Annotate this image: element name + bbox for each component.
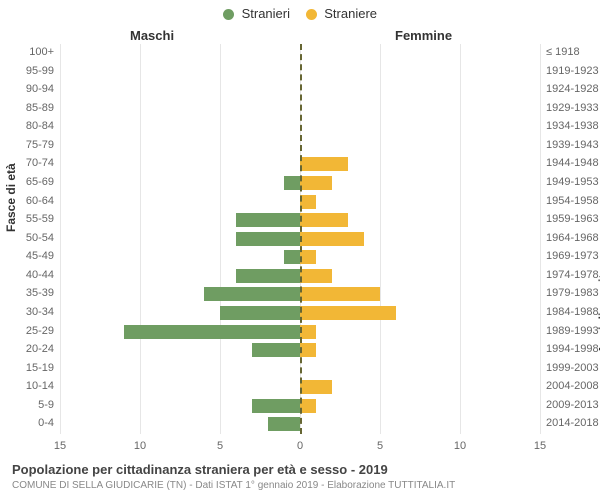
age-label: 85-89: [26, 102, 54, 114]
legend-item-male: Stranieri: [223, 6, 290, 21]
age-label: 100+: [29, 46, 54, 58]
gridline: [540, 44, 541, 434]
legend-label-female: Straniere: [324, 6, 377, 21]
bar-male: [236, 232, 300, 246]
age-label: 55-59: [26, 213, 54, 225]
birth-year-label: 2009-2013: [546, 399, 599, 411]
birth-year-label: 1959-1963: [546, 213, 599, 225]
chart-subtitle: COMUNE DI SELLA GIUDICARIE (TN) - Dati I…: [12, 480, 455, 491]
birth-year-label: 1924-1928: [546, 83, 599, 95]
bar-male: [284, 250, 300, 264]
x-tick-left: 15: [54, 440, 66, 452]
bar-female: [300, 306, 396, 320]
bar-female: [300, 157, 348, 171]
bar-female: [300, 399, 316, 413]
age-label: 95-99: [26, 65, 54, 77]
chart-title: Popolazione per cittadinanza straniera p…: [12, 462, 388, 477]
bar-female: [300, 195, 316, 209]
plot-area: 100+≤ 191895-991919-192390-941924-192885…: [60, 44, 540, 434]
birth-year-label: 1964-1968: [546, 232, 599, 244]
x-tick-right: 15: [534, 440, 546, 452]
bar-male: [284, 176, 300, 190]
bar-female: [300, 287, 380, 301]
birth-year-label: 1979-1983: [546, 287, 599, 299]
age-label: 35-39: [26, 287, 54, 299]
legend-label-male: Stranieri: [242, 6, 290, 21]
birth-year-label: 1934-1938: [546, 120, 599, 132]
birth-year-label: 1949-1953: [546, 176, 599, 188]
bar-female: [300, 176, 332, 190]
age-label: 10-14: [26, 380, 54, 392]
population-pyramid-chart: Stranieri Straniere Maschi Femmine Fasce…: [0, 0, 600, 500]
x-tick-right: 0: [297, 440, 303, 452]
birth-year-label: 1969-1973: [546, 250, 599, 262]
birth-year-label: 1929-1933: [546, 102, 599, 114]
age-label: 65-69: [26, 176, 54, 188]
bar-female: [300, 232, 364, 246]
birth-year-label: 1984-1988: [546, 306, 599, 318]
bar-female: [300, 269, 332, 283]
birth-year-label: 1944-1948: [546, 157, 599, 169]
bar-female: [300, 343, 316, 357]
bar-male: [220, 306, 300, 320]
bar-male: [236, 213, 300, 227]
bar-female: [300, 380, 332, 394]
age-label: 60-64: [26, 195, 54, 207]
bar-male: [204, 287, 300, 301]
birth-year-label: 1994-1998: [546, 343, 599, 355]
x-tick-right: 5: [377, 440, 383, 452]
age-label: 75-79: [26, 139, 54, 151]
age-label: 90-94: [26, 83, 54, 95]
bar-female: [300, 250, 316, 264]
age-label: 20-24: [26, 343, 54, 355]
x-tick-left: 5: [217, 440, 223, 452]
age-label: 25-29: [26, 325, 54, 337]
bar-male: [236, 269, 300, 283]
bar-male: [268, 417, 300, 431]
bar-female: [300, 213, 348, 227]
birth-year-label: 1999-2003: [546, 362, 599, 374]
x-tick-right: 10: [454, 440, 466, 452]
age-label: 15-19: [26, 362, 54, 374]
zero-line: [300, 44, 302, 434]
legend-swatch-male: [223, 9, 234, 20]
birth-year-label: 1919-1923: [546, 65, 599, 77]
age-label: 40-44: [26, 269, 54, 281]
age-label: 30-34: [26, 306, 54, 318]
birth-year-label: 1989-1993: [546, 325, 599, 337]
age-label: 45-49: [26, 250, 54, 262]
bar-male: [252, 399, 300, 413]
legend-item-female: Straniere: [306, 6, 377, 21]
header-male: Maschi: [130, 28, 174, 43]
age-label: 50-54: [26, 232, 54, 244]
legend: Stranieri Straniere: [0, 6, 600, 21]
x-tick-left: 10: [134, 440, 146, 452]
age-label: 70-74: [26, 157, 54, 169]
legend-swatch-female: [306, 9, 317, 20]
bar-female: [300, 325, 316, 339]
birth-year-label: 1939-1943: [546, 139, 599, 151]
birth-year-label: 1954-1958: [546, 195, 599, 207]
age-label: 0-4: [38, 417, 54, 429]
header-female: Femmine: [395, 28, 452, 43]
birth-year-label: 1974-1978: [546, 269, 599, 281]
age-label: 80-84: [26, 120, 54, 132]
y-axis-label-left: Fasce di età: [4, 163, 18, 232]
age-label: 5-9: [38, 399, 54, 411]
bar-male: [252, 343, 300, 357]
birth-year-label: ≤ 1918: [546, 46, 580, 58]
birth-year-label: 2014-2018: [546, 417, 599, 429]
bar-male: [124, 325, 300, 339]
birth-year-label: 2004-2008: [546, 380, 599, 392]
